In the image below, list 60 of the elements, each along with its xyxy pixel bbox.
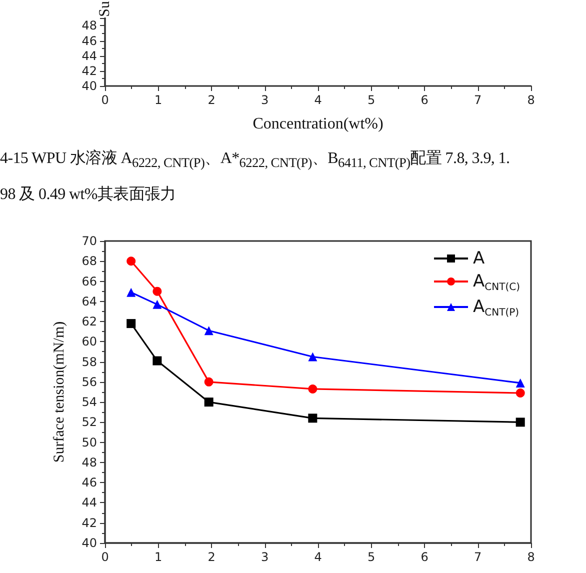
x-tick-label: 1 [154, 550, 162, 564]
x-tick-label: 0 [101, 550, 109, 564]
y-tick-label: 42 [82, 516, 97, 530]
y-tick-label: 54 [82, 395, 97, 410]
point [152, 356, 162, 366]
point [204, 398, 214, 407]
point [152, 300, 162, 309]
point [204, 377, 214, 386]
x-tick-label: 8 [527, 93, 535, 107]
point [308, 384, 318, 394]
point [516, 418, 525, 427]
y-tick-label: 70 [82, 234, 97, 248]
point [152, 286, 162, 296]
x-tick-label: 6 [420, 550, 428, 564]
y-tick-label: 44 [82, 48, 97, 63]
y-tick-label: 58 [82, 354, 97, 369]
y-tick-label: 48 [82, 455, 97, 470]
x-tick-label: 4 [314, 93, 322, 107]
legend-label: A [473, 248, 486, 268]
point [308, 352, 318, 362]
point [126, 256, 136, 266]
y-tick-label: 62 [82, 314, 97, 329]
y-axis-title: Su [97, 0, 113, 17]
y-tick-label: 60 [82, 334, 97, 349]
x-tick-label: 7 [474, 93, 482, 107]
point [516, 388, 525, 398]
y-tick-label: 64 [82, 294, 97, 308]
y-tick-label: 46 [82, 476, 97, 490]
y-tick-label: 68 [82, 254, 97, 268]
point [204, 326, 214, 336]
y-tick-label: 46 [82, 34, 97, 48]
x-tick-label: 0 [101, 93, 109, 107]
x-tick-label: 8 [527, 550, 535, 564]
x-tick-label: 7 [474, 550, 482, 564]
x-axis-title: Concentration(wt%) [252, 116, 384, 132]
y-tick-label: 40 [82, 536, 97, 550]
y-tick-label: 66 [82, 274, 97, 288]
y-tick-label: 40 [82, 79, 97, 93]
point [308, 414, 318, 423]
point [126, 319, 136, 328]
x-tick-label: 1 [154, 93, 162, 107]
x-tick-label: 3 [260, 93, 269, 107]
text: 4-15 WPU 水溶液 A$_{6222, CNT(P)}$、A*$_{6222, CNT(P)}$、B$_{6411, CNT(P)}$配置 7.8, 3.9, 1. [0, 148, 510, 172]
point [516, 378, 525, 388]
x-tick-label: 3 [260, 550, 269, 564]
y-tick-label: 42 [82, 64, 97, 78]
x-tick-label: 2 [208, 550, 216, 564]
y-tick-label: 56 [82, 374, 97, 389]
text: 98 及 0.49 wt%其表面張力 [0, 184, 176, 205]
y-tick-label: 48 [82, 18, 97, 33]
y-axis-title: Surface tension(mN/m) [52, 321, 68, 463]
point [126, 288, 136, 297]
y-tick-label: 50 [82, 435, 97, 450]
y-tick-label: 44 [82, 496, 97, 510]
x-tick-label: 4 [314, 550, 322, 564]
x-tick-label: 5 [367, 550, 376, 564]
x-tick-label: 2 [208, 93, 216, 107]
x-tick-label: 6 [420, 93, 428, 107]
y-tick-label: 52 [82, 415, 97, 430]
x-tick-label: 5 [367, 93, 376, 107]
